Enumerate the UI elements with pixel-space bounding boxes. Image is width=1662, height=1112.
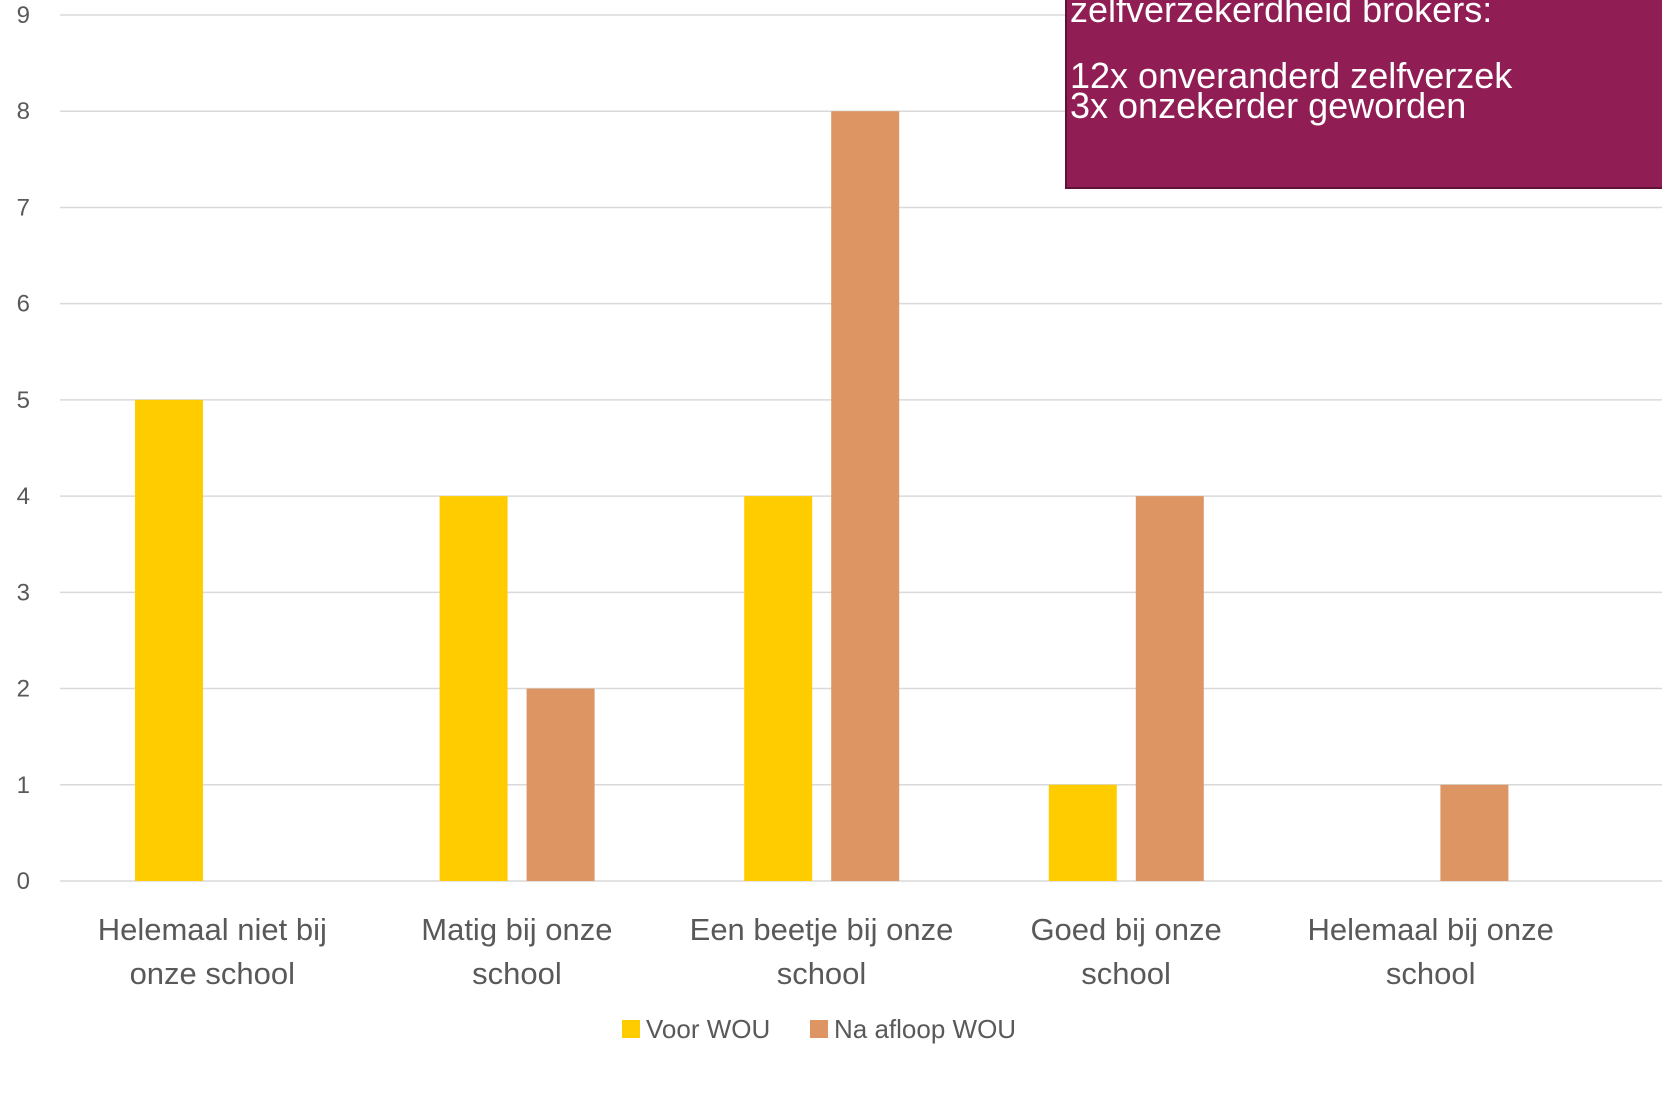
legend: Voor WOU Na afloop WOU [622, 1014, 1016, 1044]
bar-na-2 [831, 111, 900, 881]
bars [135, 111, 1509, 881]
y-tick-label: 0 [17, 868, 30, 895]
x-category-label: Goed bij onze [1030, 912, 1221, 947]
bar-na-1 [526, 688, 595, 881]
callout-background [1065, 0, 1662, 189]
y-tick-label: 3 [17, 579, 30, 606]
legend-label-voor: Voor WOU [646, 1014, 770, 1044]
legend-swatch-na [810, 1020, 828, 1038]
y-tick-label: 5 [17, 387, 30, 414]
y-tick-label: 4 [17, 483, 30, 510]
y-tick-label: 8 [17, 98, 30, 125]
bar-voor-0 [135, 399, 203, 881]
x-category-label: school [1081, 956, 1171, 991]
bar-voor-2 [744, 496, 813, 881]
legend-label-na: Na afloop WOU [834, 1014, 1016, 1044]
x-axis-categories: Helemaal niet bij onze school Matig bij on… [98, 912, 1554, 991]
x-category-label: school [472, 956, 562, 991]
x-category-label: Helemaal bij onze [1307, 912, 1553, 947]
legend-swatch-voor [622, 1020, 640, 1038]
x-category-label: Matig bij onze [421, 912, 612, 947]
y-tick-label: 7 [17, 194, 30, 221]
x-category-label: school [777, 956, 867, 991]
y-axis-ticks: 0 1 2 3 4 5 6 7 8 9 [17, 2, 30, 895]
callout-box: zelfverzekerdheid brokers: 12x onverander… [1065, 0, 1662, 189]
callout-line-2: 3x onzekerder geworden [1070, 85, 1466, 126]
bar-voor-1 [439, 496, 508, 881]
y-tick-label: 9 [17, 2, 30, 29]
x-category-label: onze school [130, 956, 295, 991]
callout-line-1: 12x onveranderd zelfverzek [1070, 55, 1513, 96]
callout-line-0: zelfverzekerdheid brokers: [1070, 0, 1492, 30]
y-tick-label: 6 [17, 291, 30, 318]
bar-na-3 [1135, 496, 1204, 881]
y-tick-label: 2 [17, 676, 30, 703]
x-category-label: Een beetje bij onze [690, 912, 954, 947]
bar-voor-3 [1048, 784, 1117, 881]
x-category-label: school [1386, 956, 1476, 991]
y-tick-label: 1 [17, 772, 30, 799]
bar-na-4 [1440, 784, 1509, 881]
x-category-label: Helemaal niet bij [98, 912, 327, 947]
